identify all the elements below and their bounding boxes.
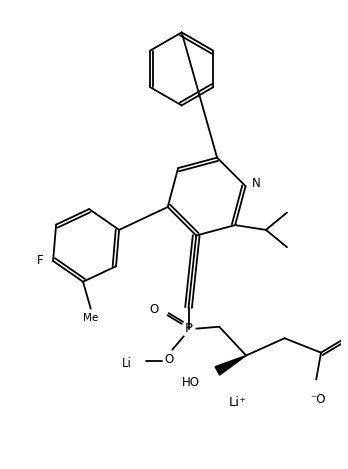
Text: Li: Li xyxy=(122,357,132,370)
Text: F: F xyxy=(37,255,44,267)
Polygon shape xyxy=(215,356,246,375)
Text: N: N xyxy=(252,177,261,190)
Text: O: O xyxy=(149,303,159,316)
Text: O: O xyxy=(165,353,174,366)
Text: ⁻O: ⁻O xyxy=(310,393,326,406)
Text: Me: Me xyxy=(83,313,98,323)
Text: P: P xyxy=(184,322,192,335)
Text: HO: HO xyxy=(182,376,200,389)
Text: Li⁺: Li⁺ xyxy=(228,396,246,409)
